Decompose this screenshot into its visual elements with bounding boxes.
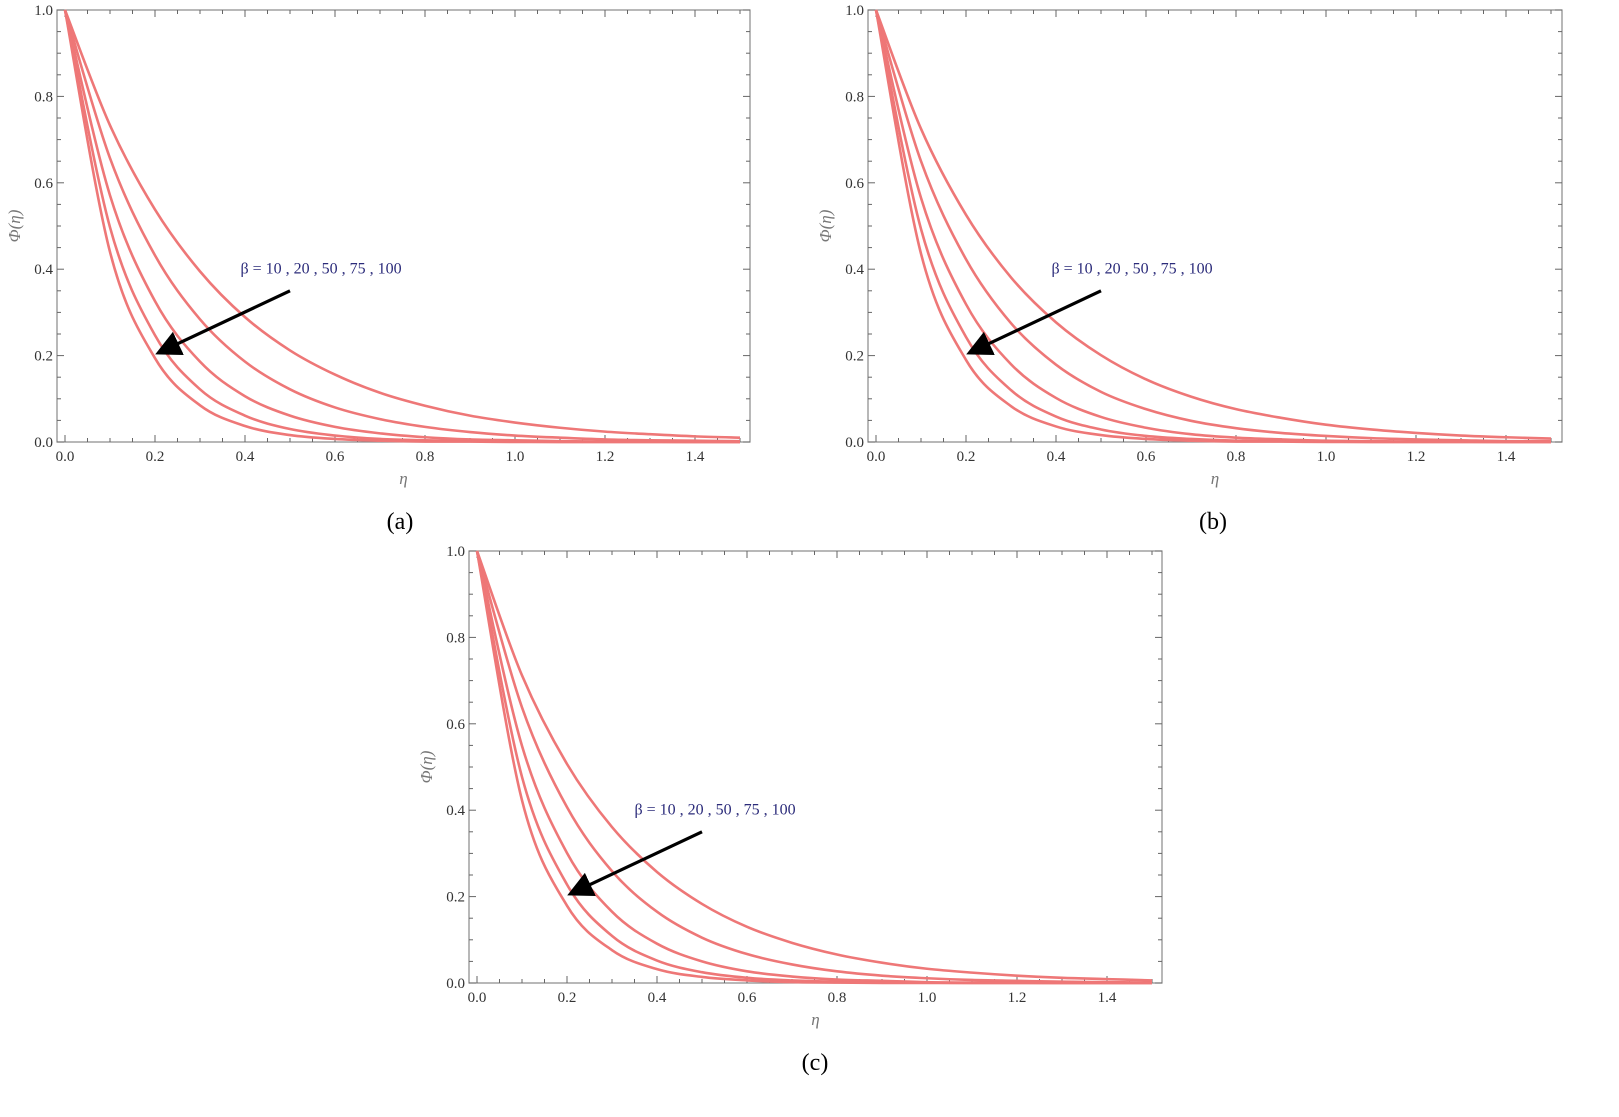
x-tick-label: 1.0 bbox=[1317, 449, 1336, 465]
annotation-arrow bbox=[155, 289, 291, 355]
y-axis-label: Φ(η) bbox=[5, 209, 24, 242]
x-tick-label: 1.4 bbox=[1098, 990, 1117, 1006]
plot-frame bbox=[56, 9, 751, 443]
y-axis-label: Φ(η) bbox=[417, 750, 436, 783]
y-tick-label: 1.0 bbox=[446, 544, 465, 560]
series-line-beta-50 bbox=[475, 550, 1152, 985]
x-tick-label: 1.2 bbox=[1407, 449, 1426, 465]
series-line-beta-10 bbox=[63, 9, 741, 439]
x-axis-label: η bbox=[811, 1010, 819, 1029]
annotation-beta-values: β = 10 , 20 , 50 , 75 , 100 bbox=[1052, 261, 1213, 278]
x-tick-label: 1.4 bbox=[686, 449, 705, 465]
y-tick-label: 1.0 bbox=[845, 3, 864, 19]
y-tick-label: 0.4 bbox=[34, 262, 53, 278]
y-tick-label: 0.2 bbox=[446, 890, 465, 906]
x-tick-label: 0.0 bbox=[56, 449, 75, 465]
series-line-beta-20 bbox=[874, 9, 1551, 443]
series-line-beta-100 bbox=[874, 9, 1551, 444]
x-tick-label: 1.4 bbox=[1497, 449, 1516, 465]
y-axis-label: Φ(η) bbox=[816, 209, 835, 242]
y-tick-label: 0.8 bbox=[845, 89, 864, 105]
y-tick-label: 1.0 bbox=[34, 3, 53, 19]
x-tick-label: 1.0 bbox=[506, 449, 525, 465]
annotation-beta-values: β = 10 , 20 , 50 , 75 , 100 bbox=[241, 261, 402, 278]
x-tick-label: 0.6 bbox=[326, 449, 345, 465]
annotation-arrow bbox=[567, 830, 703, 896]
y-tick-label: 0.2 bbox=[845, 349, 864, 365]
x-tick-label: 0.6 bbox=[1137, 449, 1156, 465]
x-tick-label: 0.4 bbox=[236, 449, 255, 465]
y-tick-label: 0.8 bbox=[446, 630, 465, 646]
y-tick-label: 0.4 bbox=[845, 262, 864, 278]
x-tick-label: 0.8 bbox=[416, 449, 435, 465]
y-tick-label: 0.0 bbox=[845, 435, 864, 451]
x-tick-label: 0.2 bbox=[957, 449, 976, 465]
x-tick-label: 1.2 bbox=[1008, 990, 1027, 1006]
series-line-beta-20 bbox=[475, 550, 1153, 984]
chart-panel-b: 0.0 0.2 0.4 0.6 0.8 1.0 1.2 1.4 0.0 0.2 0.4 0.6 0.8 1… bbox=[816, 3, 1563, 488]
y-tick-label: 0.6 bbox=[34, 176, 53, 192]
series-line-beta-100 bbox=[475, 550, 1152, 985]
x-tick-label: 0.8 bbox=[828, 990, 847, 1006]
series-line-beta-75 bbox=[475, 550, 1152, 985]
x-axis-label: η bbox=[399, 469, 407, 488]
panel-label: (a) bbox=[387, 509, 414, 535]
x-tick-label: 0.0 bbox=[867, 449, 886, 465]
y-tick-label: 0.4 bbox=[446, 803, 465, 819]
x-tick-label: 0.8 bbox=[1227, 449, 1246, 465]
y-tick-label: 0.6 bbox=[845, 176, 864, 192]
x-tick-label: 0.6 bbox=[738, 990, 757, 1006]
y-tick-label: 0.0 bbox=[34, 435, 53, 451]
x-axis-label: η bbox=[1211, 469, 1219, 488]
series-line-beta-20 bbox=[63, 9, 741, 443]
x-tick-label: 0.2 bbox=[146, 449, 165, 465]
x-tick-label: 0.2 bbox=[558, 990, 577, 1006]
series-line-beta-10 bbox=[475, 550, 1153, 982]
annotation-beta-values: β = 10 , 20 , 50 , 75 , 100 bbox=[635, 802, 796, 819]
chart-panel-c: 0.0 0.2 0.4 0.6 0.8 1.0 1.2 1.4 0.0 0.2 0.4 0.6 0.8 1… bbox=[417, 544, 1163, 1029]
series-line-beta-10 bbox=[874, 9, 1552, 440]
x-tick-label: 1.2 bbox=[596, 449, 615, 465]
y-tick-label: 0.6 bbox=[446, 717, 465, 733]
y-tick-label: 0.0 bbox=[446, 976, 465, 992]
x-tick-label: 1.0 bbox=[918, 990, 937, 1006]
panel-label: (c) bbox=[802, 1050, 829, 1076]
annotation-arrow bbox=[966, 289, 1102, 355]
y-tick-label: 0.8 bbox=[34, 89, 53, 105]
chart-panel-a: 0.0 0.2 0.4 0.6 0.8 1.0 1.2 1.4 0.0 0.2 0.4 0.6 0.8 1… bbox=[5, 3, 751, 488]
series-line-beta-100 bbox=[63, 9, 740, 444]
plot-frame bbox=[468, 550, 1163, 984]
x-tick-label: 0.0 bbox=[468, 990, 487, 1006]
y-tick-label: 0.2 bbox=[34, 349, 53, 365]
x-tick-label: 0.4 bbox=[648, 990, 667, 1006]
panel-label: (b) bbox=[1199, 509, 1227, 535]
x-tick-label: 0.4 bbox=[1047, 449, 1066, 465]
